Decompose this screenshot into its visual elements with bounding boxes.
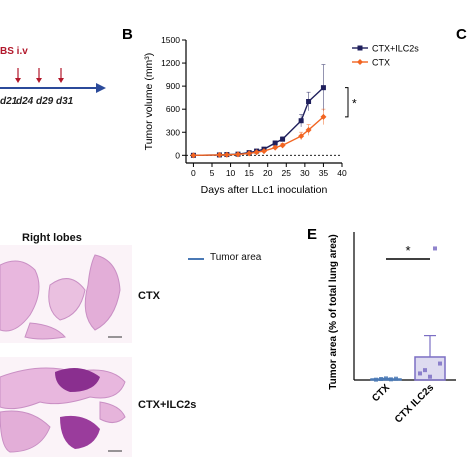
data-point (394, 376, 398, 381)
data-point (272, 140, 278, 146)
timeline-bs-label: BS i.v (0, 46, 28, 57)
legend-marker (357, 59, 363, 65)
data-point (190, 152, 197, 159)
significance-star: * (405, 243, 410, 258)
data-point (389, 377, 393, 382)
x-tick-label: 30 (300, 168, 310, 178)
series-line (193, 87, 324, 157)
significance-star: * (352, 96, 357, 110)
data-point (384, 376, 388, 381)
legend-label: CTX+ILC2s (372, 44, 419, 54)
timeline-arrowhead (96, 83, 106, 93)
data-point (246, 150, 253, 157)
timeline-day-1: d21 (0, 96, 18, 107)
data-point (298, 133, 305, 140)
x-tick-label: 25 (282, 168, 292, 178)
y-tick-label: 300 (166, 127, 180, 137)
data-point (379, 377, 383, 382)
timeline-svg (0, 68, 106, 93)
timeline-day-4: d31 (56, 96, 74, 107)
x-tick-label: 5 (210, 168, 215, 178)
category-label: CTX (370, 382, 392, 404)
y-tick-label: 1500 (161, 35, 180, 45)
histology-row-label-ctx: CTX (138, 290, 160, 302)
tumor-area-legend-swatch (188, 258, 204, 260)
x-tick-label: 20 (263, 168, 273, 178)
legend-label: CTX (372, 58, 390, 68)
panel-letter-b: B (122, 26, 133, 43)
y-tick-label: 1200 (161, 58, 180, 68)
y-axis-label: Tumor area (% of total lung area) (328, 234, 339, 389)
data-point (305, 126, 312, 133)
data-point (418, 371, 422, 376)
x-tick-label: 10 (226, 168, 236, 178)
histology-ctx-svg (0, 245, 132, 343)
data-point (306, 99, 312, 104)
data-point (235, 151, 241, 158)
histology-image-ctx (0, 245, 132, 343)
data-point (279, 142, 286, 149)
significance-bracket (345, 87, 349, 118)
x-tick-label: 0 (191, 168, 196, 178)
data-point (216, 151, 223, 158)
data-point (438, 361, 442, 366)
data-point (433, 246, 437, 251)
category-label: CTX ILC2s (393, 382, 436, 425)
histology-row-label-ctx-ilc2s: CTX+ILC2s (138, 399, 197, 411)
data-point (428, 374, 432, 379)
y-tick-label: 600 (166, 104, 180, 114)
histology-image-ctx-ilc2s (0, 357, 132, 457)
y-axis-label: Tumor volume (mm³) (143, 53, 155, 151)
legend-marker (357, 45, 363, 51)
data-point (423, 368, 427, 373)
data-point (253, 149, 260, 156)
timeline-dose-arrows (15, 68, 64, 83)
x-tick-label: 40 (337, 168, 347, 178)
data-point (261, 148, 267, 155)
data-point (280, 136, 286, 142)
data-point (320, 85, 326, 91)
data-point (223, 151, 230, 158)
data-point (320, 113, 327, 120)
x-tick-label: 15 (244, 168, 254, 178)
panel-letter-e: E (307, 226, 318, 243)
tumor-area-chart: Tumor area (% of total lung area) CTX CTX … (328, 232, 456, 425)
timeline-day-3: d29 (36, 96, 54, 107)
data-point (298, 118, 304, 124)
histology-ctx-ilc2s-svg (0, 357, 132, 457)
timeline (0, 40, 120, 110)
data-point (374, 377, 378, 382)
tumor-volume-chart: 0 300 600 900 1200 1500 0 5 10 15 20 25 30 35 40 Days a… (143, 35, 419, 196)
tumor-area-legend-label: Tumor area (210, 252, 262, 263)
y-tick-label: 0 (175, 150, 180, 160)
x-tick-label: 35 (319, 168, 329, 178)
timeline-day-2: d24 (16, 96, 34, 107)
panel-letter-c: C (456, 26, 467, 43)
x-axis-label: Days after LLc1 inoculation (201, 184, 328, 196)
histology-header: Right lobes (22, 232, 82, 244)
data-point (272, 144, 279, 151)
y-tick-label: 900 (166, 81, 180, 91)
